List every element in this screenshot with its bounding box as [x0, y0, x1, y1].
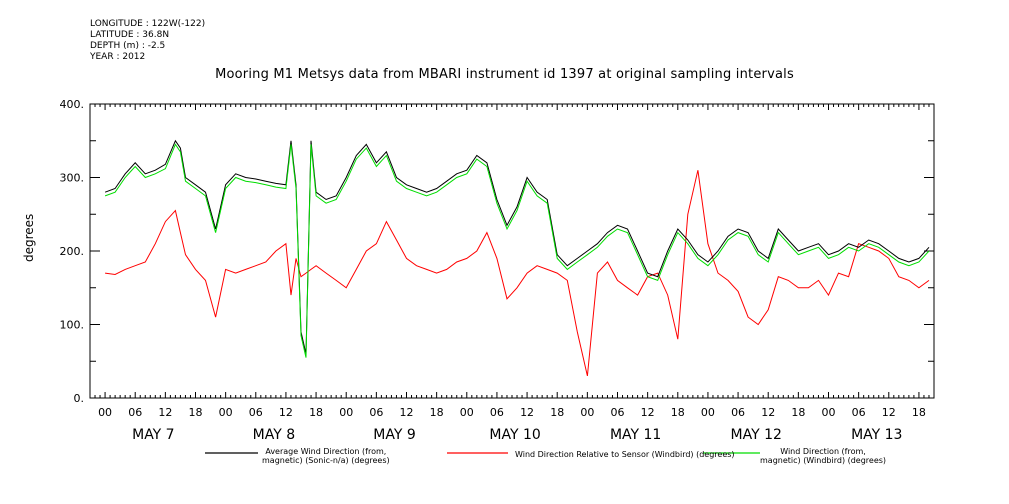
x-tick-label: 18: [550, 406, 564, 419]
legend-label-green: Wind Direction (from, magnetic) (Windbir…: [760, 447, 887, 465]
x-tick-label: 06: [249, 406, 263, 419]
x-tick-label: 18: [671, 406, 685, 419]
x-tick-label: 00: [701, 406, 715, 419]
x-day-label: MAY 11: [610, 427, 661, 443]
x-tick-label: 06: [128, 406, 142, 419]
legend-label-black: Average Wind Direction (from, magnetic) …: [262, 447, 390, 465]
y-tick-label: 100.: [60, 319, 85, 332]
x-day-label: MAY 10: [489, 427, 540, 443]
meta-longitude: LONGITUDE : 122W(-122): [90, 19, 206, 29]
x-tick-label: 12: [400, 406, 414, 419]
x-day-label: MAY 13: [851, 427, 902, 443]
x-day-label: MAY 9: [373, 427, 415, 443]
legend-label-red: Wind Direction Relative to Sensor (Windb…: [515, 450, 735, 459]
x-tick-label: 06: [852, 406, 866, 419]
chart-title: Mooring M1 Metsys data from MBARI instru…: [215, 67, 794, 82]
x-tick-label: 00: [219, 406, 233, 419]
x-day-label: MAY 8: [253, 427, 295, 443]
x-tick-label: 12: [279, 406, 293, 419]
y-tick-label: 0.: [74, 392, 85, 405]
x-tick-label: 00: [339, 406, 353, 419]
x-tick-label: 00: [822, 406, 836, 419]
x-tick-label: 18: [430, 406, 444, 419]
x-tick-label: 12: [158, 406, 172, 419]
series-line-2: [104, 143, 930, 358]
x-tick-label: 12: [641, 406, 655, 419]
x-tick-label: 06: [731, 406, 745, 419]
meta-year: YEAR : 2012: [90, 52, 146, 62]
x-tick-label: 12: [882, 406, 896, 419]
y-tick-label: 300.: [60, 172, 85, 185]
y-tick-label: 200.: [60, 245, 85, 258]
x-tick-label: 06: [490, 406, 504, 419]
x-tick-label: 12: [761, 406, 775, 419]
x-tick-label: 06: [611, 406, 625, 419]
meta-latitude: LATITUDE : 36.8N: [90, 30, 170, 40]
x-tick-label: 18: [309, 406, 323, 419]
x-tick-label: 18: [912, 406, 926, 419]
x-tick-label: 18: [189, 406, 203, 419]
meta-depth: DEPTH (m) : -2.5: [90, 41, 166, 51]
x-tick-label: 00: [98, 406, 112, 419]
x-tick-label: 00: [460, 406, 474, 419]
y-tick-label: 400.: [60, 98, 85, 111]
series-line-1: [105, 170, 930, 377]
x-tick-label: 06: [369, 406, 383, 419]
x-day-label: MAY 12: [731, 427, 782, 443]
x-tick-label: 18: [791, 406, 805, 419]
x-tick-label: 00: [580, 406, 594, 419]
x-day-label: MAY 7: [132, 427, 174, 443]
x-tick-label: 12: [520, 406, 534, 419]
series-line-0: [104, 139, 930, 355]
